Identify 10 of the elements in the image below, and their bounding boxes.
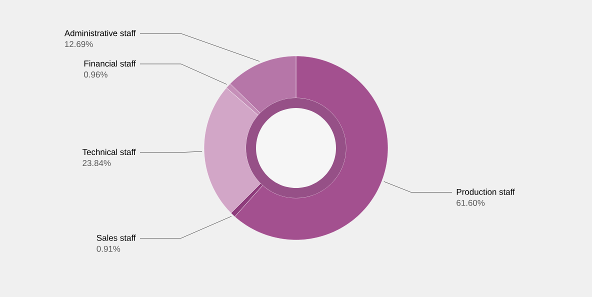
slice-label: Financial staff (84, 60, 136, 67)
slice-label: Administrative staff (64, 30, 136, 36)
slice-label: Sales staff (96, 234, 136, 241)
data-label: 0.96% (84, 72, 108, 78)
data-label: 12.69% (65, 41, 93, 48)
data-label: 61.60% (456, 200, 485, 206)
slice-label: Production staff (456, 188, 515, 195)
data-label: 23.84% (82, 160, 111, 166)
slice-label: Technical staff (82, 148, 136, 156)
data-label: 0.91% (96, 246, 120, 252)
